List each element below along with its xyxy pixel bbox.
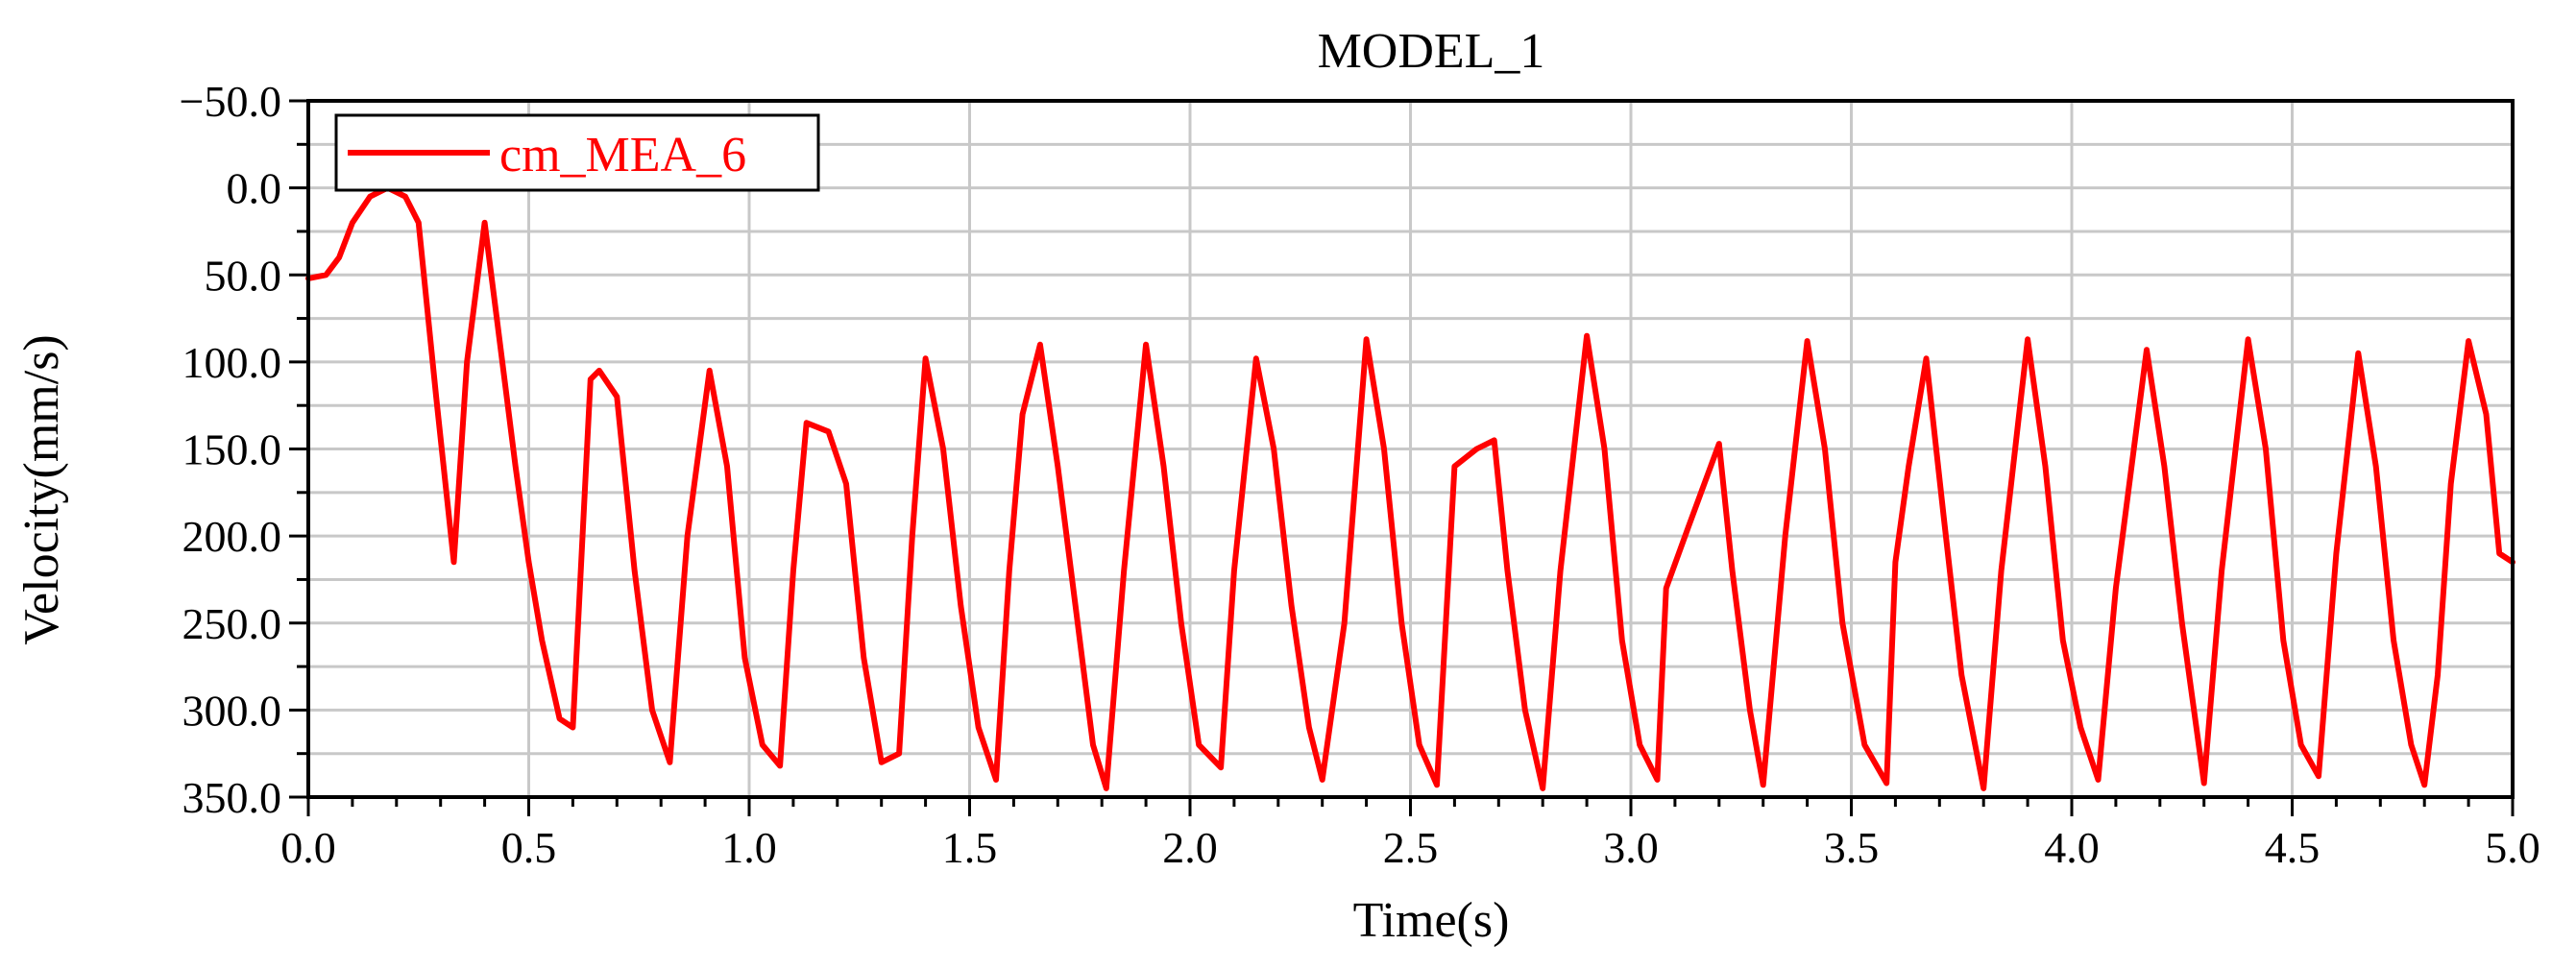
series-line-cm-mea-6 (305, 184, 2515, 791)
y-tick-label: 350.0 (182, 773, 282, 822)
y-tick-label: 200.0 (182, 512, 282, 561)
x-tick-label: 2.5 (1383, 823, 1439, 872)
x-axis-title: Time(s) (1353, 893, 1510, 948)
legend-label: cm_MEA_6 (499, 128, 746, 182)
y-tick-label: 150.0 (182, 425, 282, 474)
x-tick-label: 1.5 (942, 823, 998, 872)
y-axis-title: Velocity(mm/s) (14, 334, 69, 645)
x-tick-label: 4.5 (2265, 823, 2321, 872)
series-layer (305, 184, 2515, 791)
x-tick-label: 2.0 (1162, 823, 1218, 872)
y-tick-label: 250.0 (182, 599, 282, 648)
x-tick-label: 0.5 (501, 823, 557, 872)
x-tick-label: 4.0 (2044, 823, 2100, 872)
x-tick-label: 3.5 (1824, 823, 1880, 872)
y-tick-label: 300.0 (182, 686, 282, 735)
legend: cm_MEA_6 (334, 113, 820, 192)
y-tick-label: 50.0 (205, 251, 282, 300)
chart-title: MODEL_1 (1318, 24, 1545, 79)
x-tick-label: 1.0 (721, 823, 777, 872)
x-tick-label: 3.0 (1603, 823, 1659, 872)
y-tick-label: 100.0 (182, 338, 282, 387)
y-tick-label: 0.0 (227, 164, 282, 213)
y-tick-label: −50.0 (180, 77, 281, 126)
axes (289, 99, 2515, 816)
x-tick-label: 5.0 (2485, 823, 2540, 872)
tick-labels: −50.0 0.0 50.0 100.0 150.0 200.0 250.0 300.0 350… (180, 77, 2540, 872)
x-tick-label: 0.0 (280, 823, 336, 872)
